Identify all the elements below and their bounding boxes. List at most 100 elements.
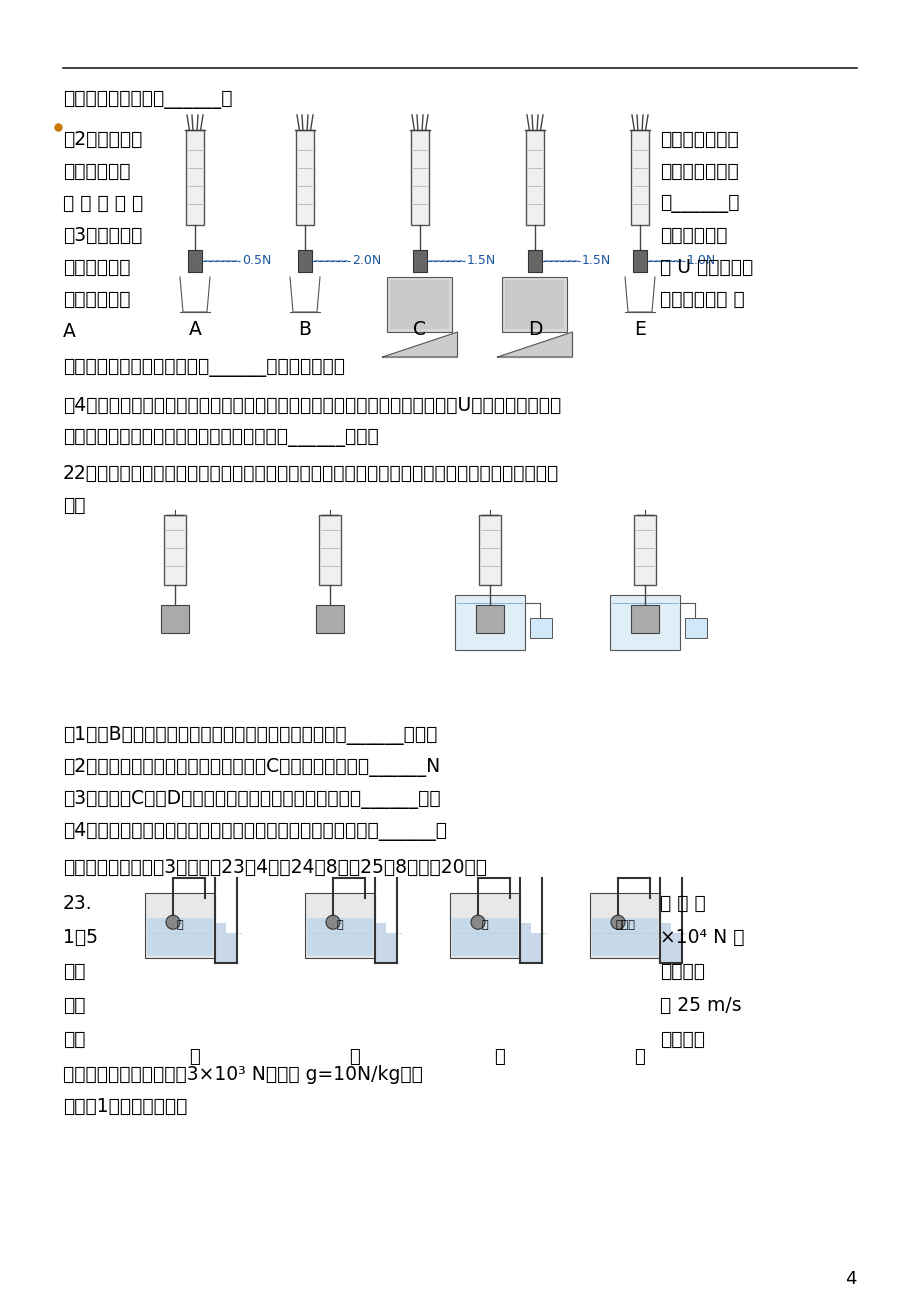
Circle shape — [165, 915, 180, 930]
Text: 五、计算题（本大题3个小题，23题4分，24题8分，25题8分，共20分）: 五、计算题（本大题3个小题，23题4分，24题8分，25题8分，共20分） — [62, 858, 486, 878]
Text: 乙、丙图，可以: 乙、丙图，可以 — [659, 130, 738, 148]
Bar — [226, 934, 236, 963]
Text: 度匀速直: 度匀速直 — [659, 1030, 704, 1049]
Bar — [411, 130, 428, 225]
Bar — [455, 595, 525, 650]
Text: 22．如图，为了探究浸在液体中的物体所受的浮力跟它排开液体所受重力的关系，某同学进行了实: 22．如图，为了探究浸在液体中的物体所受的浮力跟它排开液体所受重力的关系，某同学… — [62, 464, 559, 483]
Text: 验：: 验： — [62, 496, 85, 516]
Polygon shape — [497, 332, 572, 357]
Text: B: B — [298, 320, 312, 339]
Bar — [390, 280, 449, 329]
Text: （3）比较图C和图D可知，石块在水中所受浮力与浸没的______无关: （3）比较图C和图D可知，石块在水中所受浮力与浸没的______无关 — [62, 790, 440, 809]
Text: 移，可以观察: 移，可以观察 — [62, 258, 130, 277]
Polygon shape — [382, 332, 457, 357]
Bar — [633, 516, 655, 585]
Text: ×10⁴ N 的: ×10⁴ N 的 — [659, 928, 743, 947]
Circle shape — [471, 915, 484, 930]
Text: 水: 水 — [176, 921, 183, 931]
Bar — [449, 893, 519, 958]
Bar — [386, 934, 395, 963]
Bar — [630, 130, 648, 225]
Text: 到 U 型管两边液: 到 U 型管两边液 — [659, 258, 753, 277]
Bar — [589, 893, 659, 958]
Text: 1．5: 1．5 — [62, 928, 98, 947]
Text: 水: 水 — [482, 921, 488, 931]
Circle shape — [325, 915, 340, 930]
Bar — [319, 516, 341, 585]
Bar — [145, 893, 215, 958]
Bar — [502, 277, 567, 332]
Text: 在水平公: 在水平公 — [659, 962, 704, 980]
Text: 1.5N: 1.5N — [467, 254, 495, 267]
Text: 求：（1）小车的质量；: 求：（1）小车的质量； — [62, 1098, 187, 1116]
Bar — [307, 918, 372, 956]
Bar — [298, 250, 312, 272]
Text: 大，说明液体压强越______；: 大，说明液体压强越______； — [62, 90, 233, 109]
Text: （2）将石块浸入装满水的溢水杯中如图C，石块所受浮力是______N: （2）将石块浸入装满水的溢水杯中如图C，石块所受浮力是______N — [62, 758, 440, 777]
Bar — [376, 923, 386, 963]
Bar — [479, 516, 501, 585]
Bar — [164, 516, 186, 585]
Bar — [186, 130, 204, 225]
Text: 23.: 23. — [62, 894, 93, 913]
Text: E: E — [633, 320, 645, 339]
Text: 4: 4 — [845, 1269, 857, 1288]
Text: 各 方 向 的 压: 各 方 向 的 压 — [62, 194, 143, 214]
Bar — [632, 250, 646, 272]
Bar — [529, 618, 551, 638]
Text: A: A — [188, 320, 201, 339]
Bar — [315, 605, 344, 633]
Text: 都在同一深度，: 都在同一深度， — [659, 161, 738, 181]
Text: （4）该同学做完实验总结出浮力跟它排开液体所受重力的关系______。: （4）该同学做完实验总结出浮力跟它排开液体所受重力的关系______。 — [62, 822, 447, 841]
Text: 浓盐水: 浓盐水 — [615, 921, 634, 931]
Bar — [530, 934, 540, 963]
Text: 把探头慢慢下: 把探头慢慢下 — [659, 227, 727, 245]
Text: D: D — [528, 320, 541, 339]
Circle shape — [610, 915, 624, 930]
Bar — [526, 130, 543, 225]
Bar — [187, 250, 202, 272]
Text: 乙: 乙 — [349, 1048, 360, 1066]
Text: 以 25 m/s: 以 25 m/s — [659, 996, 741, 1016]
Bar — [147, 918, 213, 956]
Bar — [161, 605, 188, 633]
Bar — [216, 923, 226, 963]
Bar — [660, 923, 670, 963]
Text: C: C — [413, 320, 426, 339]
Text: 强______；: 强______； — [659, 194, 739, 214]
Bar — [413, 250, 426, 272]
Bar — [591, 918, 657, 956]
Bar — [505, 280, 564, 329]
Text: 路上: 路上 — [62, 996, 85, 1016]
Bar — [670, 934, 680, 963]
Bar — [387, 277, 452, 332]
Text: 丙: 丙 — [494, 1048, 505, 1066]
Text: （2）比较甲、: （2）比较甲、 — [62, 130, 142, 148]
Text: 丁: 丁 — [634, 1048, 644, 1066]
Text: 一 辆 重: 一 辆 重 — [659, 894, 705, 913]
Text: 甲: 甲 — [189, 1048, 200, 1066]
Text: 小车: 小车 — [62, 962, 85, 980]
Text: A: A — [62, 322, 75, 341]
Bar — [451, 918, 517, 956]
Text: （3）在乙图中: （3）在乙图中 — [62, 227, 142, 245]
Text: 线行驶时，受到的阻力是3×10³ N。（取 g=10N/kg）。: 线行驶时，受到的阻力是3×10³ N。（取 g=10N/kg）。 — [62, 1065, 423, 1085]
Text: 度差变大，由此可知，液体的压强还与液体的______有关。: 度差变大，由此可知，液体的压强还与液体的______有关。 — [62, 428, 379, 447]
Text: 同一种液体里，液体的压强随______的增大而增大；: 同一种液体里，液体的压强随______的增大而增大； — [62, 358, 345, 378]
Text: （1）图B中用细线将石块挂在弹簧测力计下，测出它的______大小。: （1）图B中用细线将石块挂在弹簧测力计下，测出它的______大小。 — [62, 727, 437, 745]
Text: 2.0N: 2.0N — [352, 254, 380, 267]
Text: 的速: 的速 — [62, 1030, 85, 1049]
Bar — [305, 893, 375, 958]
Bar — [520, 923, 530, 963]
Text: 面的高度差增: 面的高度差增 — [62, 290, 130, 309]
Bar — [475, 605, 504, 633]
Text: 水: 水 — [336, 921, 343, 931]
Text: 1.0N: 1.0N — [686, 254, 716, 267]
Bar — [528, 250, 541, 272]
Text: （4）在乙图中，若只将烧杯中的水换成浓盐水，其他条件不变，则可以观察到U型管两边液面的高: （4）在乙图中，若只将烧杯中的水换成浓盐水，其他条件不变，则可以观察到U型管两边… — [62, 396, 561, 415]
Bar — [630, 605, 658, 633]
Bar — [296, 130, 313, 225]
Text: 0.5N: 0.5N — [242, 254, 271, 267]
Text: 1.5N: 1.5N — [582, 254, 610, 267]
Text: 得到：液体内: 得到：液体内 — [62, 161, 130, 181]
